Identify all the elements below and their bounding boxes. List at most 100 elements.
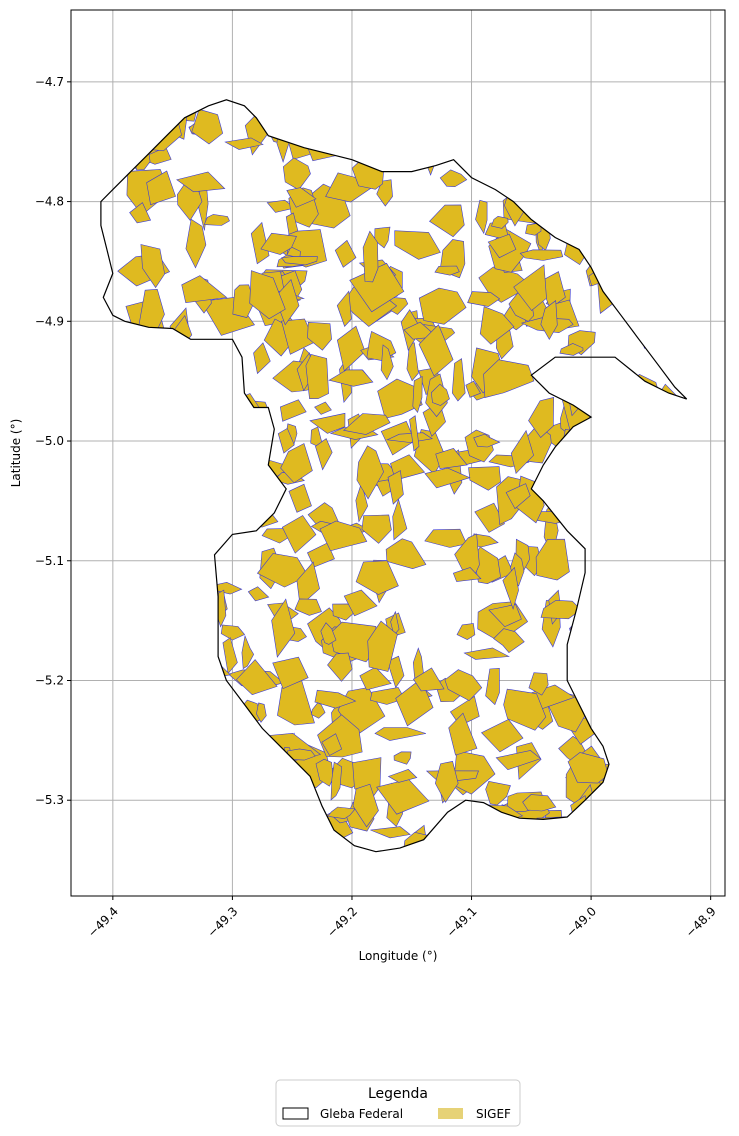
- sigef-parcel: [249, 270, 286, 320]
- sigef-parcel: [413, 127, 428, 161]
- sigef-parcel: [228, 750, 267, 777]
- sigef-parcel: [631, 178, 652, 192]
- sigef-parcel: [522, 794, 557, 812]
- sigef-parcel: [387, 769, 418, 783]
- sigef-parcel: [217, 589, 227, 628]
- sigef-parcel: [171, 438, 214, 482]
- sigef-parcel: [546, 214, 560, 232]
- sigef-parcel: [617, 663, 663, 704]
- sigef-parcel: [187, 841, 214, 852]
- sigef-parcel: [328, 369, 374, 387]
- sigef-parcel: [309, 412, 346, 434]
- sigef-parcel: [161, 533, 178, 554]
- sigef-parcel: [260, 232, 297, 255]
- sigef-parcel: [285, 107, 335, 120]
- sigef-parcel: [258, 820, 276, 850]
- sigef-parcel: [503, 688, 547, 731]
- sigef-parcel: [125, 69, 154, 90]
- sigef-parcel: [228, 59, 252, 90]
- sigef-parcel: [452, 567, 482, 582]
- x-tick-label: −49.4: [85, 904, 121, 940]
- sigef-parcel: [545, 829, 585, 852]
- sigef-parcel: [315, 438, 333, 471]
- sigef-parcel: [185, 218, 207, 269]
- sigef-parcel: [286, 187, 317, 208]
- sigef-parcel: [659, 616, 686, 634]
- sigef-parcel: [394, 230, 441, 260]
- sigef-parcel: [367, 620, 398, 672]
- sigef-parcel: [456, 623, 476, 640]
- sigef-parcel: [130, 617, 162, 637]
- x-axis-title: Longitude (°): [359, 949, 438, 963]
- sigef-parcel: [129, 716, 152, 730]
- sigef-parcel: [451, 358, 466, 402]
- sigef-parcel: [145, 723, 180, 744]
- sigef-parcel: [255, 825, 293, 852]
- sigef-parcel: [209, 581, 243, 595]
- sigef-parcel: [622, 657, 648, 689]
- sigef-parcel: [148, 801, 174, 848]
- sigef-parcel: [231, 501, 243, 528]
- sigef-parcel: [222, 637, 238, 675]
- sigef-parcel: [478, 822, 527, 852]
- sigef-parcel: [628, 99, 670, 115]
- sigef-parcel: [412, 667, 445, 692]
- sigef-parcel: [627, 303, 664, 335]
- sigef-parcel: [660, 102, 687, 127]
- sigef-parcel: [555, 78, 566, 87]
- sigef-parcel: [468, 466, 501, 491]
- sigef-parcel: [618, 210, 639, 229]
- sigef-parcel: [666, 669, 686, 695]
- sigef-parcel: [673, 533, 686, 570]
- y-tick-label: −4.7: [35, 75, 64, 89]
- sigef-parcel: [524, 99, 563, 124]
- sigef-parcel: [140, 244, 166, 289]
- sigef-parcel: [282, 157, 311, 191]
- sigef-parcel: [473, 433, 501, 448]
- sigef-parcel: [656, 808, 687, 844]
- sigef-parcel: [479, 306, 515, 345]
- sigef-parcel: [167, 740, 178, 769]
- sigef-parcel: [637, 801, 674, 847]
- sigef-parcel: [181, 619, 199, 651]
- sigef-parcel: [287, 748, 316, 761]
- sigef-parcel: [463, 647, 510, 660]
- sigef-parcel: [263, 800, 316, 840]
- sigef-parcel: [547, 842, 565, 852]
- sigef-parcel: [635, 183, 648, 211]
- y-tick-label: −4.8: [35, 195, 64, 209]
- sigef-parcel: [540, 300, 558, 341]
- sigef-parcel: [409, 415, 420, 452]
- sigef-parcel: [429, 204, 465, 238]
- x-tick-label: −49.1: [444, 904, 480, 940]
- sigef-parcel: [146, 170, 176, 206]
- sigef-parcel: [519, 249, 564, 261]
- sigef-parcel: [435, 448, 468, 470]
- sigef-parcel: [352, 783, 379, 828]
- sigef-parcel: [679, 396, 687, 427]
- sigef-parcel: [639, 564, 687, 578]
- sigef-parcel: [288, 483, 312, 513]
- sigef-parcel: [510, 429, 534, 475]
- sigef-parcel: [642, 790, 667, 837]
- sigef-parcel: [592, 212, 634, 239]
- legend-label-gleba: Gleba Federal: [320, 1107, 403, 1121]
- sigef-parcel: [505, 130, 525, 167]
- sigef-parcel: [385, 538, 427, 570]
- gleba-federal-boundary: [100, 99, 688, 853]
- sigef-parcel: [454, 812, 506, 852]
- sigef-parcel: [570, 99, 618, 111]
- sigef-parcel: [239, 437, 259, 474]
- sigef-parcel: [320, 622, 337, 645]
- sigef-parcel: [297, 842, 339, 852]
- sigef-parcel: [281, 256, 318, 266]
- sigef-parcel: [444, 669, 483, 701]
- sigef-parcel: [619, 206, 649, 234]
- sigef-parcel: [153, 385, 188, 404]
- legend-label-sigef: SIGEF: [476, 1107, 511, 1121]
- sigef-parcel: [395, 68, 430, 89]
- sigef-parcel: [649, 770, 687, 810]
- sigef-parcel: [616, 774, 649, 809]
- sigef-parcel: [636, 641, 665, 662]
- sigef-parcel: [158, 662, 191, 696]
